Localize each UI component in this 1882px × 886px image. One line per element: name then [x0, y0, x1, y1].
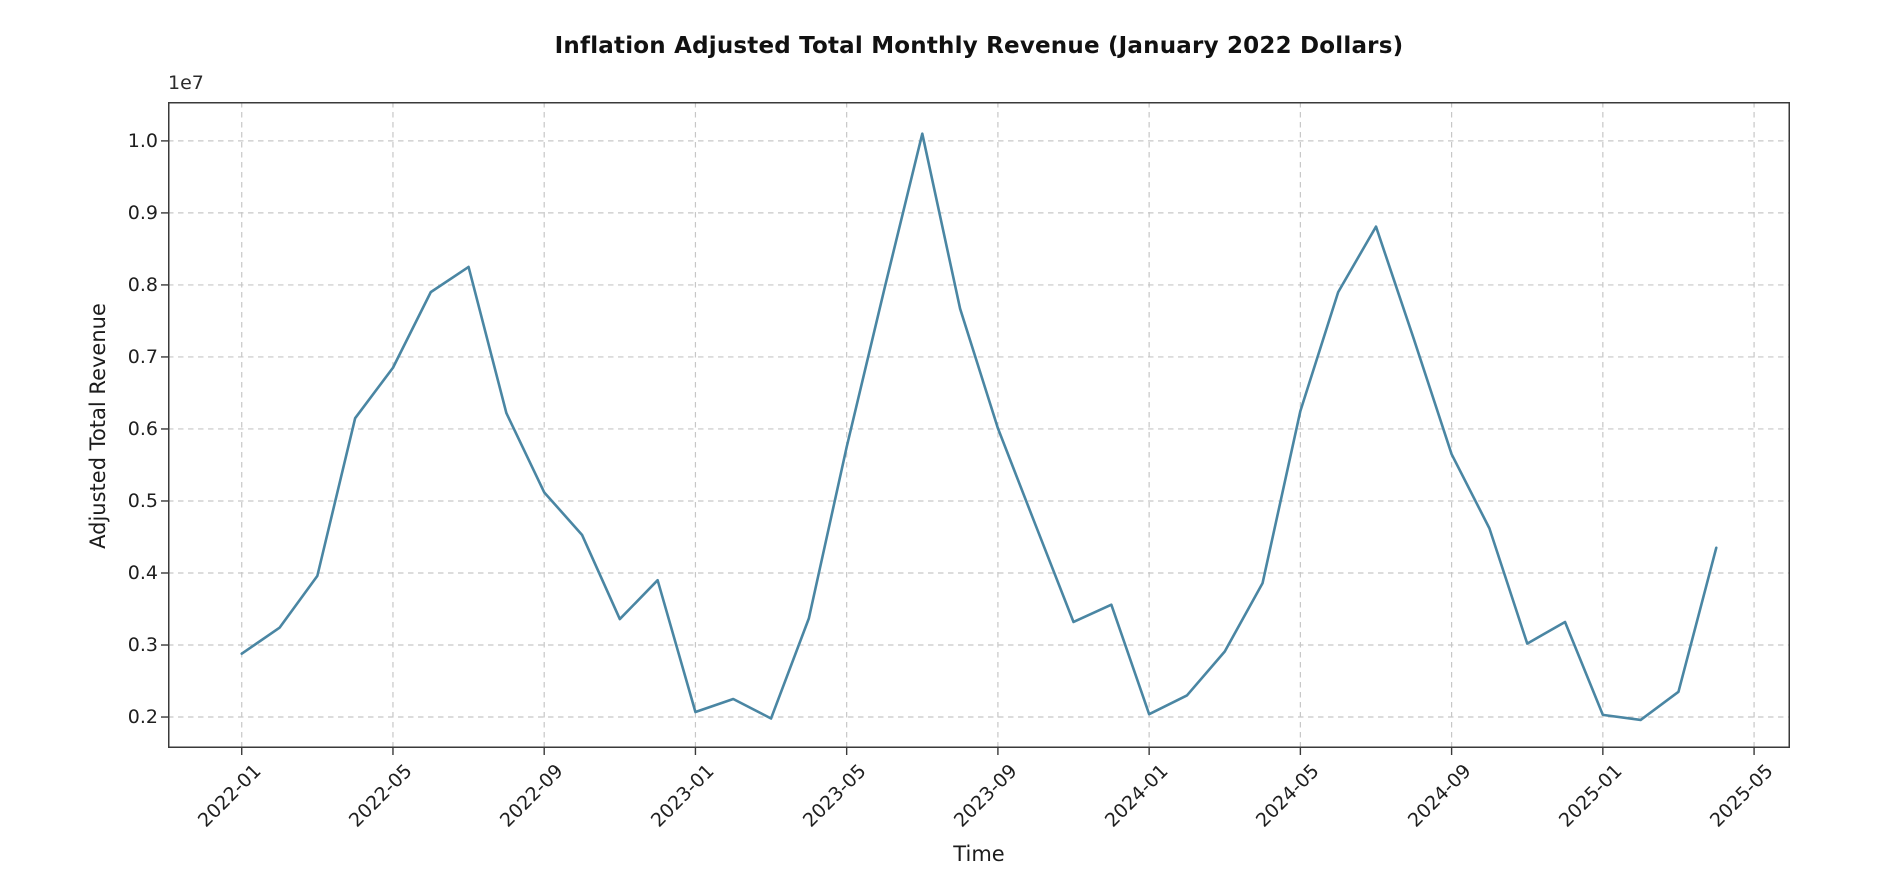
y-tick-label: 0.8 — [127, 273, 158, 296]
x-tick-label: 2025-05 — [1705, 760, 1778, 832]
y-tick-label: 0.6 — [127, 417, 158, 440]
revenue-line — [240, 132, 1718, 722]
y-axis-offset-text: 1e7 — [168, 72, 204, 94]
x-tick-label: 2022-05 — [344, 760, 417, 832]
x-tick-label: 2023-09 — [949, 760, 1022, 832]
line-chart-svg — [161, 102, 1790, 755]
y-tick-label: 1.0 — [127, 129, 158, 152]
x-tick-label: 2024-01 — [1100, 760, 1173, 832]
y-tick-label: 0.4 — [127, 561, 158, 584]
y-tick-label: 0.3 — [127, 634, 158, 656]
x-tick-label: 2024-05 — [1252, 760, 1324, 832]
x-tick-label: 2025-01 — [1554, 760, 1627, 832]
y-tick-label: 0.5 — [127, 489, 158, 512]
y-tick-label: 0.7 — [127, 345, 158, 368]
chart-title: Inflation Adjusted Total Monthly Revenue… — [554, 33, 1404, 59]
y-tick-label: 0.9 — [127, 201, 158, 224]
x-tick-label: 2022-01 — [193, 760, 266, 832]
x-tick-label: 2024-09 — [1403, 760, 1476, 832]
y-axis-label: Adjusted Total Revenue — [86, 303, 110, 549]
x-tick-label: 2022-09 — [496, 760, 568, 832]
x-tick-label: 2023-05 — [798, 760, 871, 832]
x-axis-label: Time — [953, 842, 1005, 866]
plot-area — [161, 102, 1790, 755]
y-tick-label: 0.2 — [127, 706, 158, 729]
x-tick-label: 2023-01 — [647, 760, 719, 832]
plot-border — [168, 102, 1790, 748]
